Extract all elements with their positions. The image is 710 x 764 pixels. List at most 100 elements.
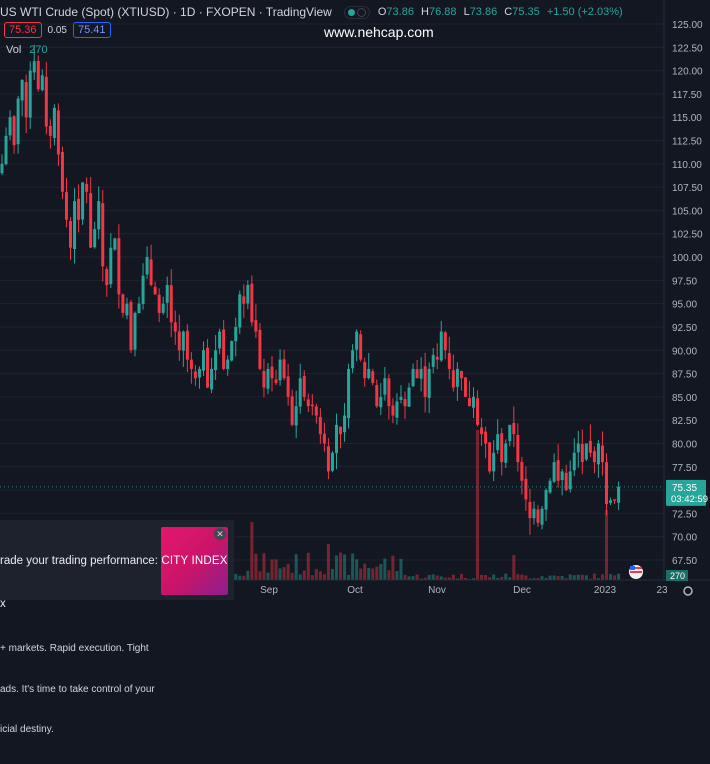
- candle-body: [572, 452, 576, 471]
- candle-body: [322, 433, 326, 444]
- candle-body: [254, 320, 258, 332]
- y-tick-label: 72.50: [672, 509, 697, 520]
- candle-body: [339, 426, 343, 435]
- candle-body: [560, 471, 564, 481]
- us-flag-icon: [630, 567, 642, 569]
- y-tick-label: 105.00: [672, 206, 703, 217]
- volume-bar: [330, 569, 334, 580]
- candle-body: [218, 331, 222, 349]
- candle-body: [600, 445, 604, 463]
- volume-value-tag: [666, 570, 688, 581]
- candle-body: [306, 399, 310, 407]
- volume-bar: [516, 574, 520, 580]
- candle-body: [85, 184, 89, 192]
- y-tick-label: 82.50: [672, 416, 697, 427]
- candle-body: [69, 221, 73, 248]
- volume-bar: [403, 574, 407, 580]
- candle-body: [347, 368, 351, 419]
- candle-body: [89, 193, 93, 248]
- candle-body: [427, 368, 431, 398]
- market-status-indicator[interactable]: [343, 5, 370, 19]
- volume-bar: [427, 574, 431, 580]
- candle-body: [576, 443, 580, 453]
- volume-bar: [395, 571, 399, 580]
- volume-bar: [318, 571, 322, 580]
- ad-logo-text: CITY INDEX: [161, 555, 228, 567]
- volume-bar: [455, 578, 459, 580]
- candle-body: [476, 398, 480, 425]
- y-tick-label: 77.50: [672, 463, 697, 474]
- candle-body: [226, 359, 230, 369]
- ohlc-low-value: 73.86: [469, 6, 498, 18]
- volume-bar: [613, 575, 617, 580]
- candle-body: [222, 329, 226, 369]
- volume-bar: [399, 558, 403, 580]
- candle-body: [286, 376, 290, 397]
- volume-bar: [355, 559, 359, 580]
- volume-bar: [322, 574, 326, 580]
- y-tick-label: 110.00: [672, 160, 702, 171]
- candle-body: [77, 198, 81, 220]
- candle-body: [141, 275, 145, 304]
- volume-bar: [419, 578, 423, 580]
- volume-bar: [508, 577, 512, 580]
- candle-body: [121, 294, 125, 313]
- ohlc-open-value: 73.86: [386, 6, 414, 18]
- candle-body: [552, 462, 556, 482]
- settings-gear-icon[interactable]: [683, 586, 693, 596]
- volume-bar: [500, 577, 504, 580]
- sell-price-button[interactable]: 75.36: [4, 22, 42, 38]
- bid-ask-quote: 75.36 0.05 75.41: [4, 22, 111, 38]
- candle-body: [524, 478, 528, 500]
- advertisement-banner[interactable]: rade your trading performance: City x + …: [0, 520, 234, 735]
- y-tick-label: 95.00: [672, 300, 697, 311]
- volume-bar: [262, 553, 266, 580]
- candle-body: [423, 366, 427, 397]
- candle-body: [56, 110, 60, 155]
- y-tick-label: 70.00: [672, 533, 697, 544]
- x-tick-label: 2023: [594, 585, 617, 596]
- volume-bar: [266, 572, 270, 580]
- candle-body: [290, 396, 294, 425]
- volume-bar: [568, 574, 572, 580]
- volume-bar: [580, 574, 584, 580]
- volume-bar: [334, 555, 338, 580]
- candle-body: [387, 378, 391, 407]
- candle-body: [508, 424, 512, 441]
- volume-bar: [234, 573, 238, 580]
- candle-body: [181, 331, 185, 351]
- candle-body: [282, 359, 286, 379]
- ohlc-open-key: O: [377, 6, 387, 18]
- y-tick-label: 122.50: [672, 43, 703, 54]
- volume-bar: [343, 554, 347, 580]
- candle-body: [302, 376, 306, 397]
- volume-bar: [600, 574, 604, 580]
- countdown-timer: 03:42:59: [671, 494, 708, 505]
- status-dot-icon: [347, 8, 355, 16]
- candle-body: [93, 229, 97, 248]
- volume-bar: [359, 568, 363, 580]
- volume-bar: [528, 578, 532, 580]
- candle-body: [125, 303, 129, 316]
- price-chart[interactable]: 125.00 122.50 120.00 117.50 115.00 112.50 110.…: [0, 0, 710, 600]
- volume-bar: [605, 510, 608, 580]
- candle-body: [359, 334, 363, 360]
- ad-text[interactable]: rade your trading performance: City x + …: [0, 526, 160, 764]
- candle-body: [258, 329, 262, 369]
- volume-bar: [588, 578, 592, 580]
- candle-body: [149, 259, 153, 286]
- volume-bar: [472, 578, 476, 580]
- volume-bar: [609, 574, 613, 580]
- volume-bar: [326, 544, 330, 580]
- y-tick-label: 107.50: [672, 183, 703, 194]
- candle-body: [314, 406, 318, 416]
- volume-bar: [379, 564, 383, 580]
- volume-legend[interactable]: Vol 270: [6, 44, 48, 56]
- candle-body: [467, 398, 471, 407]
- buy-price-button[interactable]: 75.41: [73, 22, 111, 38]
- candle-body: [544, 490, 548, 510]
- candle-body: [52, 107, 56, 138]
- symbol-title[interactable]: US WTI Crude (Spot) (XTIUSD) · 1D · FXOP…: [0, 5, 332, 19]
- ad-close-button[interactable]: ✕: [214, 528, 226, 540]
- volume-bar: [544, 578, 548, 580]
